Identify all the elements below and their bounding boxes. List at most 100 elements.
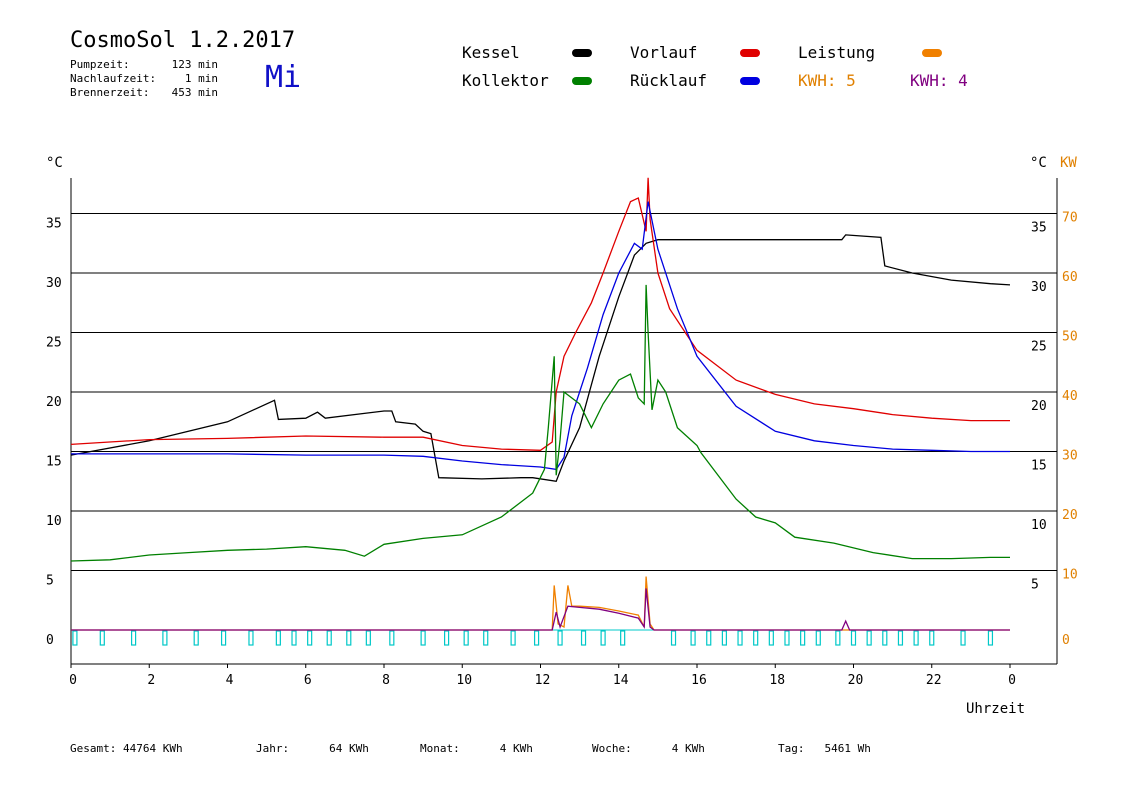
- series-line-leistung: [71, 576, 1010, 631]
- footer-tag-value: 5461 Wh: [824, 742, 871, 755]
- pump-marker: [193, 630, 199, 646]
- pump-marker: [706, 630, 712, 646]
- y-right-kw-tick-label: 30: [1062, 449, 1078, 464]
- pump-marker: [365, 630, 371, 646]
- pump-marker: [987, 630, 994, 646]
- x-tick-label: 20: [848, 673, 864, 688]
- pump-marker: [99, 630, 105, 646]
- pump-marker: [510, 630, 516, 646]
- y-left-tick-label: 5: [46, 574, 54, 589]
- pump-marker: [291, 630, 297, 646]
- pump-marker: [753, 630, 759, 646]
- pump-marker: [882, 630, 888, 646]
- footer-jahr-label: Jahr:: [256, 742, 290, 755]
- right-axis-unit-kw: KW: [1060, 155, 1077, 171]
- pump-marker: [929, 630, 935, 646]
- footer-woche-value: 4 KWh: [671, 742, 705, 755]
- pump-marker: [600, 630, 606, 646]
- footer-tag-label: Tag:: [778, 742, 805, 755]
- pump-marker: [444, 630, 450, 646]
- pump-marker: [768, 630, 774, 646]
- footer-monat: Monat: 4 KWh: [420, 742, 533, 755]
- pump-marker: [784, 630, 790, 646]
- y-right-kw-tick-label: 0: [1062, 633, 1070, 648]
- x-tick-label: 12: [535, 673, 551, 688]
- legend-kollektor-label: Kollektor: [462, 71, 549, 90]
- pump-marker: [533, 630, 540, 646]
- y-right-celsius-tick-label: 25: [1031, 340, 1047, 355]
- series-line-kollektor-leistung: [71, 588, 1010, 631]
- x-tick-label: 2: [147, 673, 155, 688]
- y-left-tick-label: 15: [46, 455, 62, 470]
- legend-vorlauf-label: Vorlauf: [630, 43, 698, 62]
- y-right-kw-tick-label: 40: [1062, 389, 1078, 404]
- x-tick-label: 14: [613, 673, 629, 688]
- footer-gesamt-value: 44764 KWh: [122, 742, 183, 755]
- footer-tag: Tag: 5461 Wh: [778, 742, 871, 755]
- legend-leistung-label: Leistung: [798, 43, 876, 62]
- legend-kessel-swatch: [572, 49, 592, 57]
- y-left-tick-label: 10: [46, 514, 62, 529]
- x-tick-label: 18: [769, 673, 785, 688]
- info-nachlaufzeit-value: 1 min: [184, 72, 218, 85]
- x-axis-label: Uhrzeit: [966, 701, 1026, 717]
- pump-marker: [690, 630, 696, 646]
- y-left-tick-label: 35: [46, 217, 62, 232]
- pump-marker: [557, 630, 563, 646]
- x-tick-label: 8: [382, 673, 390, 688]
- y-left-tick-label: 25: [46, 336, 62, 351]
- legend-ruecklauf-label: Rücklauf: [630, 71, 708, 90]
- x-tick-label: 0: [1008, 673, 1016, 688]
- pump-marker: [580, 630, 587, 646]
- y-right-celsius-tick-label: 5: [1031, 578, 1039, 593]
- legend-ruecklauf-swatch: [740, 77, 760, 85]
- legend-leistung-swatch: [922, 49, 942, 57]
- y-right-kw-tick-label: 20: [1062, 508, 1078, 523]
- pump-marker: [670, 630, 677, 646]
- pump-marker: [326, 630, 332, 646]
- series-line-kessel: [70, 234, 1011, 483]
- footer-monat-label: Monat:: [420, 742, 460, 755]
- info-brennerzeit-label: Brennerzeit:: [70, 86, 150, 99]
- y-left-tick-label: 20: [46, 395, 62, 410]
- y-right-kw-tick-label: 70: [1062, 211, 1078, 226]
- y-right-celsius-tick-label: 30: [1031, 280, 1047, 295]
- pump-marker: [389, 630, 395, 646]
- legend-kollektor-swatch: [572, 77, 592, 85]
- weekday-label: Mi: [265, 60, 302, 95]
- pump-marker: [483, 630, 489, 646]
- left-axis-unit: °C: [46, 155, 63, 171]
- pump-marker: [162, 630, 168, 646]
- y-right-celsius-tick-label: 10: [1031, 518, 1047, 533]
- pump-marker: [737, 630, 743, 646]
- x-tick-label: 22: [926, 673, 942, 688]
- pump-marker: [913, 630, 919, 646]
- footer-gesamt-label: Gesamt:: [70, 742, 117, 755]
- info-brennerzeit-value: 453 min: [171, 86, 218, 99]
- page-title: CosmoSol 1.2.2017: [70, 28, 296, 53]
- legend-kwh-collector: KWH: 4: [910, 71, 968, 90]
- pump-marker: [960, 630, 966, 646]
- info-brennerzeit: Brennerzeit: 453 min: [70, 86, 218, 99]
- x-tick-label: 10: [456, 673, 472, 688]
- footer-jahr: Jahr: 64 KWh: [256, 742, 369, 755]
- info-pumpzeit: Pumpzeit: 123 min: [70, 58, 218, 71]
- pump-marker: [307, 630, 313, 646]
- pump-marker: [897, 630, 904, 646]
- pump-marker: [815, 630, 821, 646]
- y-right-celsius-tick-label: 20: [1031, 399, 1047, 414]
- x-tick-label: 0: [69, 673, 77, 688]
- x-tick-label: 4: [226, 673, 234, 688]
- pump-marker: [721, 630, 727, 646]
- info-nachlaufzeit-label: Nachlaufzeit:: [70, 72, 157, 85]
- pump-marker: [248, 630, 254, 646]
- legend-kwh-solar: KWH: 5: [798, 71, 856, 90]
- y-right-kw-tick-label: 60: [1062, 270, 1078, 285]
- info-pumpzeit-value: 123 min: [171, 58, 218, 71]
- info-nachlaufzeit: Nachlaufzeit: 1 min: [70, 72, 218, 85]
- info-pumpzeit-label: Pumpzeit:: [70, 58, 130, 71]
- x-tick-label: 16: [691, 673, 707, 688]
- pump-marker: [420, 630, 426, 646]
- pump-marker: [220, 630, 227, 646]
